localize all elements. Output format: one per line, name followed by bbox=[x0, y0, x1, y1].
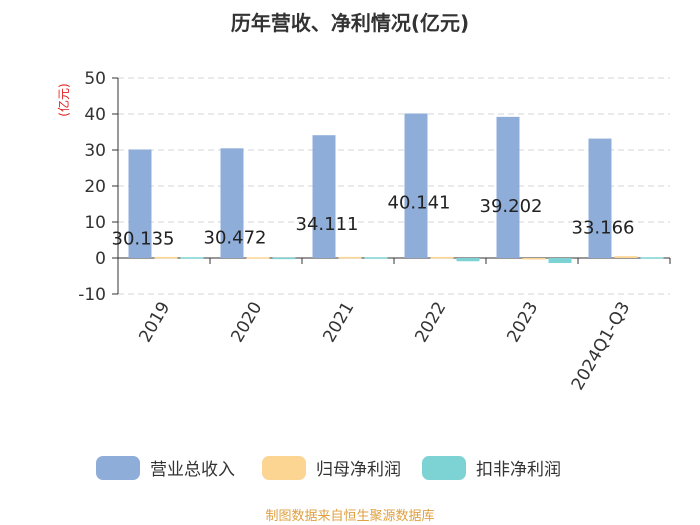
bar-2-2019 bbox=[154, 256, 178, 259]
y-tick-label: 0 bbox=[95, 249, 106, 269]
x-tick-label: 2024Q1-Q3 bbox=[568, 299, 635, 394]
bar-3-2019 bbox=[180, 257, 204, 259]
legend-item: 营业总收入 bbox=[96, 456, 235, 480]
bar-1-2022 bbox=[404, 113, 428, 258]
bar-1-2024Q1-Q3 bbox=[588, 138, 612, 258]
bar-3-2022 bbox=[456, 258, 480, 262]
legend-swatch bbox=[262, 456, 306, 480]
data-label: 30.135 bbox=[112, 229, 175, 250]
legend: 营业总收入 归母净利润 扣非净利润 bbox=[96, 456, 561, 480]
grid bbox=[118, 77, 670, 295]
x-tick-label: 2023 bbox=[503, 299, 542, 346]
bars bbox=[128, 113, 664, 264]
data-label: 33.166 bbox=[572, 218, 635, 239]
x-tick-label: 2019 bbox=[135, 299, 174, 346]
x-tick-label: 2020 bbox=[227, 299, 266, 346]
y-tick-label: 30 bbox=[84, 141, 106, 161]
bar-2-2023 bbox=[522, 258, 546, 260]
data-label: 39.202 bbox=[480, 196, 543, 217]
bar-3-2024Q1-Q3 bbox=[640, 257, 664, 259]
bar-2-2024Q1-Q3 bbox=[614, 256, 638, 258]
bar-1-2023 bbox=[496, 116, 520, 258]
bar-1-2021 bbox=[312, 135, 336, 258]
legend-label: 归母净利润 bbox=[316, 460, 401, 480]
y-tick-label: 10 bbox=[84, 213, 106, 233]
x-tick-label: 2021 bbox=[319, 299, 358, 346]
bar-2-2021 bbox=[338, 256, 362, 259]
legend-swatch bbox=[96, 456, 140, 480]
y-axis-unit: (亿元) bbox=[56, 83, 71, 116]
bar-3-2021 bbox=[364, 257, 388, 259]
bar-1-2019 bbox=[128, 149, 152, 258]
footer-source: 制图数据来自恒生聚源数据库 bbox=[265, 508, 434, 524]
y-tick-label: 50 bbox=[84, 69, 106, 89]
bar-3-2023 bbox=[548, 258, 572, 264]
bar-2-2020 bbox=[246, 257, 270, 259]
x-tick-label: 2022 bbox=[411, 299, 450, 346]
data-label: 34.111 bbox=[296, 214, 359, 235]
y-tick-label: 40 bbox=[84, 105, 106, 125]
chart-title: 历年营收、净利情况(亿元) bbox=[231, 11, 469, 35]
data-label: 40.141 bbox=[388, 192, 451, 213]
y-tick-label: -10 bbox=[78, 285, 106, 305]
bar-2-2022 bbox=[430, 256, 454, 259]
bar-1-2020 bbox=[220, 148, 244, 258]
data-labels: 30.135 30.472 34.111 40.141 39.202 33.166 bbox=[112, 192, 635, 249]
data-label: 30.472 bbox=[204, 227, 267, 248]
legend-item: 归母净利润 bbox=[262, 456, 401, 480]
legend-label: 营业总收入 bbox=[150, 460, 235, 480]
y-tick-label: 20 bbox=[84, 177, 106, 197]
bar-3-2020 bbox=[272, 257, 296, 260]
legend-item: 扣非净利润 bbox=[422, 456, 561, 480]
legend-label: 扣非净利润 bbox=[476, 460, 561, 480]
legend-swatch bbox=[422, 456, 466, 480]
